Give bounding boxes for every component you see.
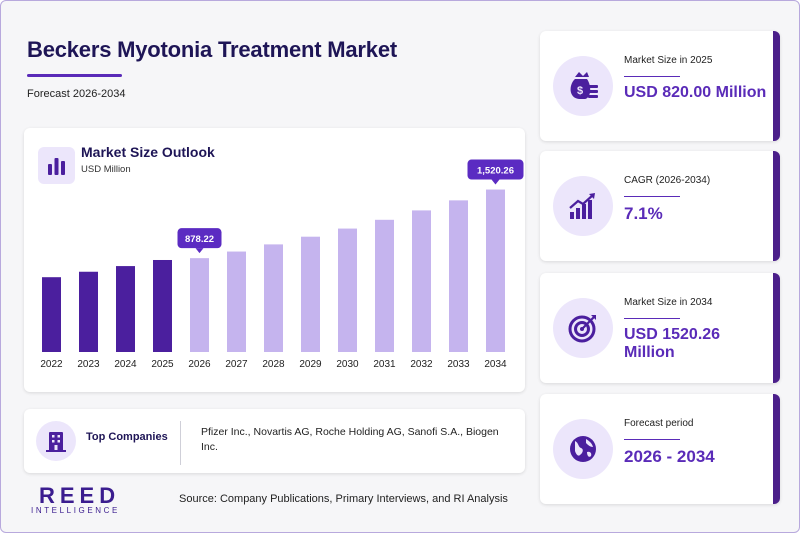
kpi-card-market-size-2034: Market Size in 2034 USD 1520.26 Million (540, 273, 780, 383)
svg-text:$: $ (577, 85, 583, 97)
x-tick-label: 2028 (262, 359, 285, 370)
top-companies-list: Pfizer Inc., Novartis AG, Roche Holding … (201, 426, 499, 453)
bar-2027 (227, 251, 246, 352)
top-companies-label: Top Companies (86, 431, 168, 443)
kpi-card-cagr: CAGR (2026-2034) 7.1% (540, 151, 780, 261)
title-underline (27, 74, 122, 77)
kpi-card-market-size-2025: $ Market Size in 2025 USD 820.00 Million (540, 31, 780, 141)
bar-chart-icon (38, 147, 75, 184)
data-callout-2026: 878.22 (177, 228, 222, 254)
bar-2032 (412, 210, 431, 352)
x-tick-label: 2030 (336, 359, 359, 370)
kpi-value: 7.1% (624, 204, 663, 223)
chart-title: Market Size Outlook (81, 144, 215, 160)
bar-2030 (338, 228, 357, 352)
bar-chart: 2022 2023 2024 2025 2026 2027 2028 2029 2030 2031… (40, 159, 524, 370)
x-tick-label: 2034 (484, 359, 507, 370)
kpi-label: CAGR (2026-2034) (624, 175, 711, 186)
data-label: 878.22 (185, 234, 214, 245)
bar-2033 (449, 200, 468, 352)
logo-wordmark: REED (39, 483, 121, 508)
bar-2023 (79, 271, 98, 352)
kpi-underline (624, 318, 680, 319)
x-tick-label: 2029 (299, 359, 322, 370)
source-note: Source: Company Publications, Primary In… (179, 493, 508, 505)
money-bag-icon: $ (553, 56, 613, 116)
x-tick-label: 2022 (40, 359, 63, 370)
bar-2024 (116, 266, 135, 352)
chart-card: Market Size Outlook USD Million 2022 2023… (24, 128, 525, 392)
kpi-underline (624, 196, 680, 197)
kpi-label: Market Size in 2025 (624, 55, 713, 66)
top-companies-card: Top Companies Pfizer Inc., Novartis AG, … (24, 409, 525, 473)
chart-unit: USD Million (81, 164, 131, 175)
x-tick-label: 2033 (447, 359, 470, 370)
kpi-value: USD 1520.26 Million (624, 326, 721, 361)
bar-2022 (42, 277, 61, 352)
kpi-label: Forecast period (624, 418, 694, 429)
kpi-value: 2026 - 2034 (624, 447, 715, 466)
bar-2026 (190, 258, 209, 352)
bar-2034 (486, 189, 505, 352)
target-icon (553, 298, 613, 358)
x-tick-label: 2025 (151, 359, 174, 370)
kpi-underline (624, 76, 680, 77)
divider (180, 421, 181, 465)
data-label: 1,520.26 (477, 166, 514, 177)
kpi-value: USD 820.00 Million (624, 84, 767, 101)
globe-icon (553, 419, 613, 479)
kpi-card-forecast-period: Forecast period 2026 - 2034 (540, 394, 780, 504)
bar-2025 (153, 259, 172, 352)
x-tick-label: 2023 (77, 359, 100, 370)
building-icon (36, 421, 76, 461)
bar-2029 (301, 236, 320, 352)
x-tick-label: 2024 (114, 359, 137, 370)
x-tick-label: 2026 (188, 359, 211, 370)
x-tick-label: 2027 (225, 359, 248, 370)
page-title: Beckers Myotonia Treatment Market (27, 37, 397, 62)
logo-subtitle: INTELLIGENCE (31, 506, 120, 515)
data-callout-2034: 1,520.26 (467, 159, 524, 185)
bar-2028 (264, 244, 283, 352)
page-subtitle: Forecast 2026-2034 (27, 88, 126, 100)
growth-chart-icon (553, 176, 613, 236)
kpi-underline (624, 439, 680, 440)
x-tick-label: 2032 (410, 359, 433, 370)
x-tick-label: 2031 (373, 359, 396, 370)
bar-2031 (375, 219, 394, 352)
kpi-label: Market Size in 2034 (624, 297, 713, 308)
